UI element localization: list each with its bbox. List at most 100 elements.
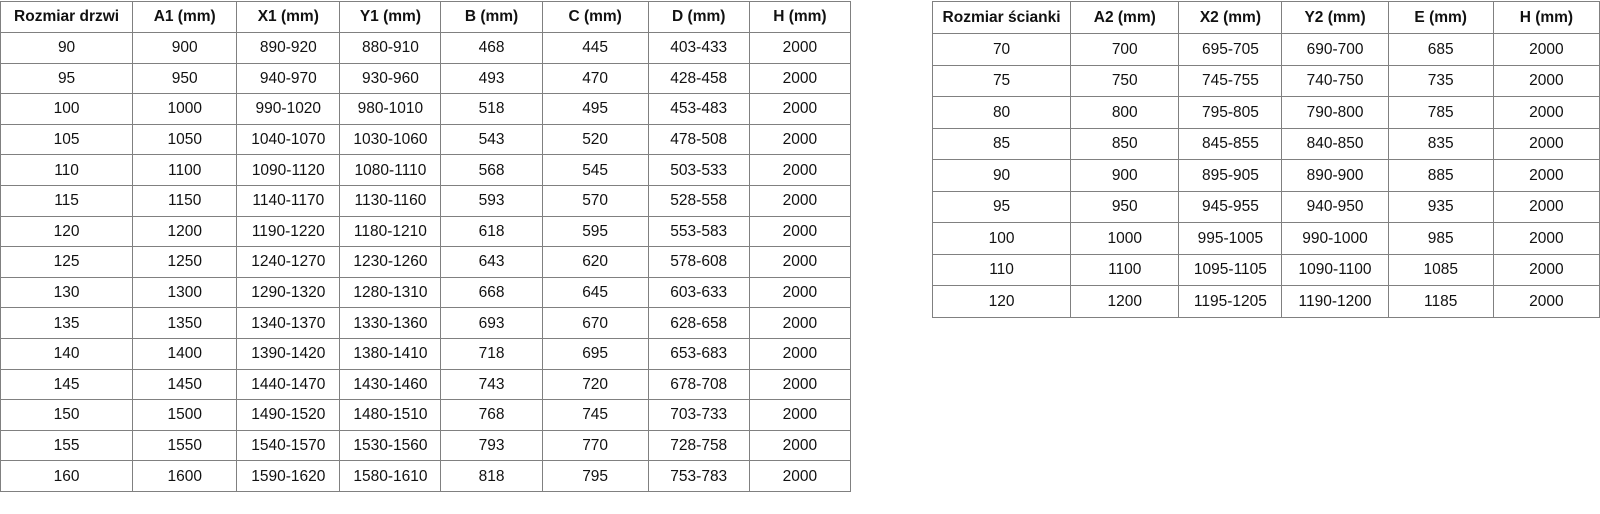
table-cell: 1600	[132, 460, 238, 492]
table-cell: 75	[931, 64, 1072, 97]
table-cell: 718	[440, 337, 543, 370]
table-row: 105 1050 1040-1070 1030-1060 543 520 478-508 20…	[0, 123, 852, 156]
table-cell: 1030-1060	[339, 123, 442, 156]
column-header: H (mm)	[1492, 1, 1600, 34]
table-cell: 1050	[132, 123, 238, 156]
table-cell: 628-658	[647, 307, 750, 339]
column-header: B (mm)	[440, 1, 543, 33]
table-cell: 150	[0, 399, 134, 431]
table-cell: 990-1000	[1281, 222, 1389, 255]
table-cell: 845-855	[1178, 127, 1283, 160]
table-cell: 980-1010	[339, 93, 442, 125]
table-cell: 1400	[132, 337, 238, 370]
table-cell: 753-783	[647, 460, 750, 492]
table-cell: 1240-1270	[236, 246, 341, 278]
table-cell: 2000	[748, 62, 852, 95]
table-cell: 668	[440, 276, 543, 309]
table-cell: 528-558	[647, 184, 750, 217]
table-cell: 2000	[748, 399, 852, 431]
table-cell: 100	[0, 93, 134, 125]
table-cell: 750	[1070, 64, 1180, 97]
table-cell: 745	[541, 399, 649, 431]
table-cell: 1380-1410	[339, 337, 442, 370]
table-cell: 890-920	[236, 32, 341, 64]
table-cell: 1490-1520	[236, 399, 341, 431]
table-cell: 145	[0, 368, 134, 401]
table-cell: 800	[1070, 96, 1180, 129]
table-cell: 880-910	[339, 32, 442, 64]
column-header: Y1 (mm)	[339, 1, 442, 33]
table-cell: 795	[541, 460, 649, 492]
table-cell: 603-633	[647, 276, 750, 309]
table-cell: 2000	[748, 246, 852, 278]
table-cell: 1130-1160	[339, 184, 442, 217]
table-cell: 1450	[132, 368, 238, 401]
table-cell: 2000	[1492, 96, 1600, 129]
table-cell: 120	[931, 285, 1072, 318]
table-cell: 1330-1360	[339, 307, 442, 339]
table-cell: 793	[440, 429, 543, 462]
table-cell: 940-970	[236, 62, 341, 95]
door-dimensions-table: Rozmiar drzwi A1 (mm) X1 (mm) Y1 (mm) B (mm)…	[0, 1, 852, 492]
table-row: 110 1100 1090-1120 1080-1110 568 545 503-533 20…	[0, 154, 852, 186]
table-cell: 120	[0, 215, 134, 248]
table-cell: 785	[1387, 96, 1494, 129]
table-cell: 493	[440, 62, 543, 95]
table-row: 130 1300 1290-1320 1280-1310 668 645 603-633 20…	[0, 276, 852, 309]
table-cell: 1550	[132, 429, 238, 462]
table-cell: 1000	[132, 93, 238, 125]
table-cell: 135	[0, 307, 134, 339]
table-cell: 1080-1110	[339, 154, 442, 186]
table-cell: 1390-1420	[236, 337, 341, 370]
table-cell: 653-683	[647, 337, 750, 370]
table-cell: 90	[931, 159, 1072, 192]
table-cell: 2000	[1492, 253, 1600, 286]
table-cell: 2000	[748, 368, 852, 401]
table-cell: 950	[1070, 190, 1180, 223]
table-cell: 745-755	[1178, 64, 1283, 97]
table-cell: 2000	[748, 215, 852, 248]
table-cell: 80	[931, 96, 1072, 129]
table-cell: 2000	[748, 184, 852, 217]
table-cell: 1530-1560	[339, 429, 442, 462]
column-header: Y2 (mm)	[1281, 1, 1389, 34]
table-cell: 1280-1310	[339, 276, 442, 309]
table-cell: 110	[0, 154, 134, 186]
table-row: 160 1600 1590-1620 1580-1610 818 795 753-783 20…	[0, 460, 852, 492]
table-cell: 95	[0, 62, 134, 95]
column-header: C (mm)	[541, 1, 649, 33]
table-cell: 578-608	[647, 246, 750, 278]
table-row: 85 850 845-855 840-850 835 2000	[931, 127, 1600, 160]
table-cell: 2000	[748, 154, 852, 186]
table-row: 120 1200 1195-1205 1190-1200 1185 2000	[931, 285, 1600, 318]
table-cell: 90	[0, 32, 134, 64]
table-cell: 553-583	[647, 215, 750, 248]
table-cell: 950	[132, 62, 238, 95]
table-cell: 2000	[748, 32, 852, 64]
table-cell: 1500	[132, 399, 238, 431]
table-row: 90 900 890-920 880-910 468 445 403-433 2000	[0, 32, 852, 64]
table-cell: 115	[0, 184, 134, 217]
table-row: 75 750 745-755 740-750 735 2000	[931, 64, 1600, 97]
table-row: 125 1250 1240-1270 1230-1260 643 620 578-608 20…	[0, 246, 852, 278]
table-cell: 840-850	[1281, 127, 1389, 160]
wall-table-body: 70 700 695-705 690-700 685 2000 75 750 745-755 74…	[931, 33, 1600, 318]
table-cell: 835	[1387, 127, 1494, 160]
table-row: 140 1400 1390-1420 1380-1410 718 695 653-683 20…	[0, 337, 852, 370]
table-cell: 543	[440, 123, 543, 156]
table-cell: 570	[541, 184, 649, 217]
table-cell: 740-750	[1281, 64, 1389, 97]
table-cell: 85	[931, 127, 1072, 160]
table-cell: 1100	[1070, 253, 1180, 286]
table-cell: 568	[440, 154, 543, 186]
table-cell: 1540-1570	[236, 429, 341, 462]
column-header: A1 (mm)	[132, 1, 238, 33]
table-cell: 2000	[748, 337, 852, 370]
table-cell: 1200	[1070, 285, 1180, 318]
table-cell: 2000	[748, 307, 852, 339]
column-header: X2 (mm)	[1178, 1, 1283, 34]
table-cell: 1150	[132, 184, 238, 217]
table-cell: 620	[541, 246, 649, 278]
table-cell: 2000	[1492, 64, 1600, 97]
